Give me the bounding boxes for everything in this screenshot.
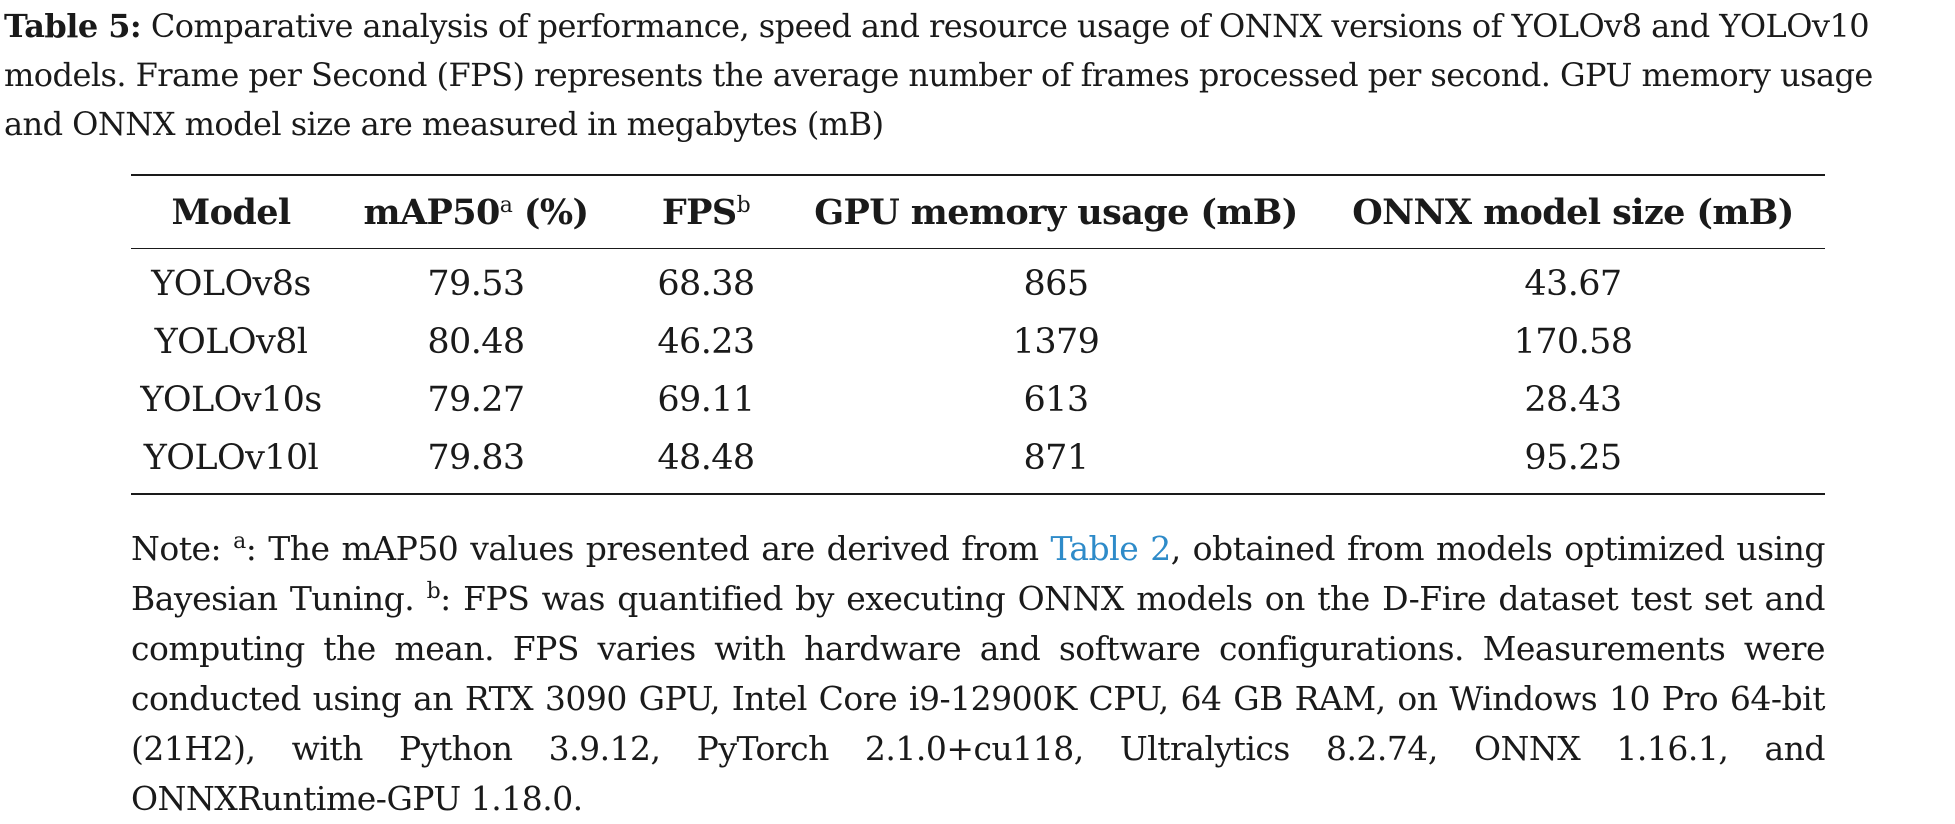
note-text-1: : The mAP50 values presented are derived… bbox=[245, 529, 1051, 568]
note-text-2: , obtained from models optimized using B… bbox=[131, 529, 1826, 618]
cell-onnx-size: 95.25 bbox=[1524, 438, 1622, 478]
header-model: Model bbox=[171, 191, 291, 233]
header-map50: mAP50a (%) bbox=[331, 175, 621, 249]
caption-label: Table 5: bbox=[4, 7, 142, 45]
cell-gpu-memory: 613 bbox=[1023, 380, 1089, 420]
header-map50-unit: (%) bbox=[523, 191, 589, 233]
caption-text-line-3: and ONNX model size are measured in mega… bbox=[4, 105, 884, 143]
caption-text-line-1: Comparative analysis of performance, spe… bbox=[150, 7, 1870, 45]
cell-gpu-memory: 865 bbox=[1023, 264, 1089, 304]
note-prefix: Note: bbox=[131, 529, 234, 568]
header-map50-label: mAP50 bbox=[363, 191, 501, 233]
caption-text-line-2: models. Frame per Second (FPS) represent… bbox=[4, 56, 1873, 94]
header-fps: FPSb bbox=[621, 175, 791, 249]
header-fps-footnote: b bbox=[736, 192, 751, 218]
cell-map50: 80.48 bbox=[427, 322, 525, 362]
note-text-3: : FPS was quantified by executing ONNX m… bbox=[131, 579, 1826, 818]
cell-map50: 79.83 bbox=[427, 438, 525, 478]
header-gpu-memory: GPU memory usage (mB) bbox=[814, 191, 1298, 233]
header-onnx-size: ONNX model size (mB) bbox=[1352, 191, 1794, 233]
results-table: Model mAP50a (%) FPSb GPU memory usage (… bbox=[131, 174, 1825, 495]
cell-fps: 46.23 bbox=[657, 322, 755, 362]
note-footnote-a: a bbox=[233, 528, 246, 554]
table-header-row: Model mAP50a (%) FPSb GPU memory usage (… bbox=[131, 175, 1825, 249]
cell-model: YOLOv8l bbox=[154, 322, 308, 362]
table-row: YOLOv8s 79.53 68.38 865 43.67 bbox=[131, 249, 1825, 314]
cell-map50: 79.53 bbox=[427, 264, 525, 304]
cell-map50: 79.27 bbox=[427, 380, 525, 420]
cell-fps: 69.11 bbox=[657, 380, 755, 420]
cell-model: YOLOv10s bbox=[140, 380, 322, 420]
cell-gpu-memory: 871 bbox=[1023, 438, 1089, 478]
table-row: YOLOv10l 79.83 48.48 871 95.25 bbox=[131, 429, 1825, 494]
cell-gpu-memory: 1379 bbox=[1012, 322, 1100, 362]
caption-line-1: Table 5: Comparative analysis of perform… bbox=[4, 2, 1954, 51]
cell-fps: 68.38 bbox=[657, 264, 755, 304]
table-note: Note: a: The mAP50 values presented are … bbox=[131, 524, 1826, 824]
header-fps-label: FPS bbox=[661, 191, 737, 233]
cell-fps: 48.48 bbox=[657, 438, 755, 478]
cell-onnx-size: 28.43 bbox=[1524, 380, 1622, 420]
table-row: YOLOv8l 80.48 46.23 1379 170.58 bbox=[131, 313, 1825, 371]
table-2-link[interactable]: Table 2 bbox=[1050, 529, 1171, 568]
header-map50-footnote: a bbox=[499, 192, 513, 218]
cell-onnx-size: 170.58 bbox=[1513, 322, 1633, 362]
cell-model: YOLOv10l bbox=[143, 438, 319, 478]
table-row: YOLOv10s 79.27 69.11 613 28.43 bbox=[131, 371, 1825, 429]
note-footnote-b: b bbox=[426, 578, 441, 604]
cell-model: YOLOv8s bbox=[151, 264, 311, 304]
results-table-container: Model mAP50a (%) FPSb GPU memory usage (… bbox=[131, 174, 1825, 495]
table-caption: Table 5: Comparative analysis of perform… bbox=[4, 2, 1954, 149]
cell-onnx-size: 43.67 bbox=[1524, 264, 1622, 304]
